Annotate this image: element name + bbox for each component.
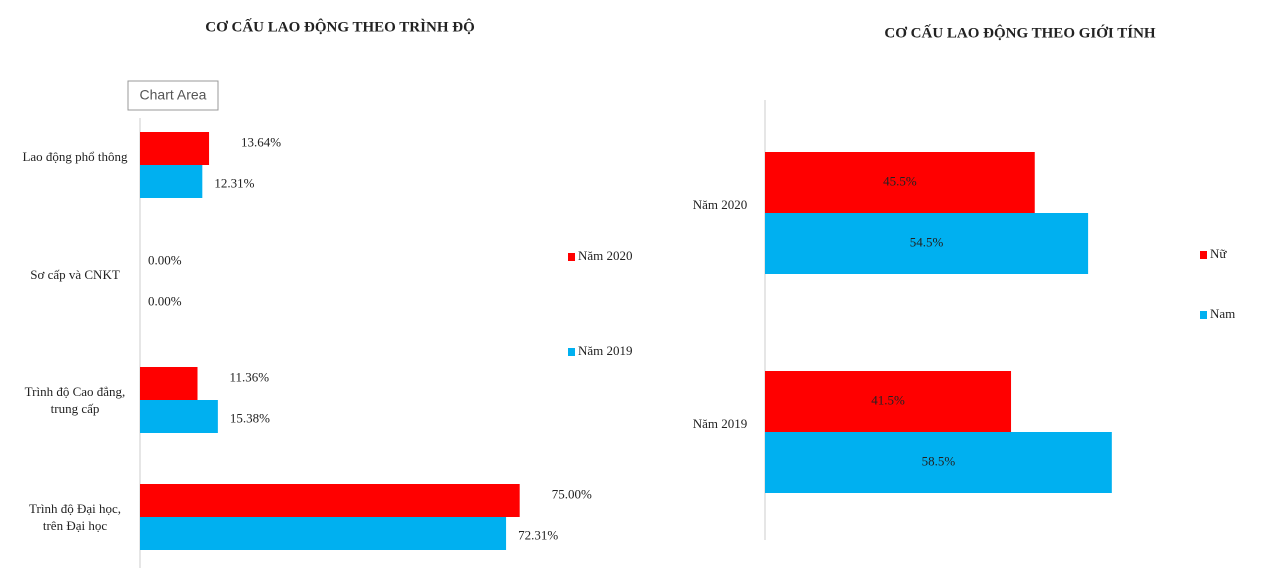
category-label: Trình độ Cao đẳng, trung cấp [24, 384, 126, 416]
bar [140, 400, 218, 433]
legend-swatch [568, 253, 575, 261]
data-label: 58.5% [922, 453, 956, 468]
data-label: 75.00% [552, 486, 592, 501]
data-label: 0.00% [148, 252, 182, 267]
category-label: Trình độ Đại học, trên Đại học [29, 501, 121, 533]
legend-label: Năm 2019 [578, 343, 633, 358]
data-label: 72.31% [518, 527, 558, 542]
category-label: Năm 2019 [692, 416, 748, 431]
legend-swatch [1200, 311, 1207, 319]
legend-swatch [1200, 251, 1207, 259]
data-label: 11.36% [230, 369, 270, 384]
chart-title: CƠ CẤU LAO ĐỘNG THEO TRÌNH ĐỘ [205, 18, 474, 35]
category-label: Lao động phổ thông [22, 149, 128, 164]
bar [140, 367, 198, 400]
bar [765, 213, 1089, 274]
data-label: 45.5% [883, 173, 917, 188]
bar [140, 132, 210, 165]
data-label: 54.5% [910, 234, 944, 249]
legend-label: Nam [1210, 306, 1235, 321]
data-label: 12.31% [214, 175, 254, 190]
data-label: 13.64% [241, 134, 281, 149]
legend-swatch [568, 348, 575, 356]
legend-label: Năm 2020 [578, 248, 633, 263]
tooltip-box [127, 80, 219, 111]
category-label: Năm 2020 [692, 197, 748, 212]
data-label: 15.38% [230, 410, 270, 425]
bar [140, 484, 520, 517]
bar [765, 152, 1035, 213]
data-label: 0.00% [148, 293, 182, 308]
bar [140, 165, 203, 198]
category-label: Sơ cấp và CNKT [30, 267, 120, 282]
legend-label: Nữ [1210, 246, 1227, 261]
bar [765, 371, 1012, 432]
bar [140, 517, 507, 550]
chart-title: CƠ CẤU LAO ĐỘNG THEO GIỚI TÍNH [884, 24, 1155, 41]
bar [765, 432, 1112, 493]
tooltip: Chart Area [140, 87, 207, 103]
data-label: 41.5% [871, 392, 905, 407]
